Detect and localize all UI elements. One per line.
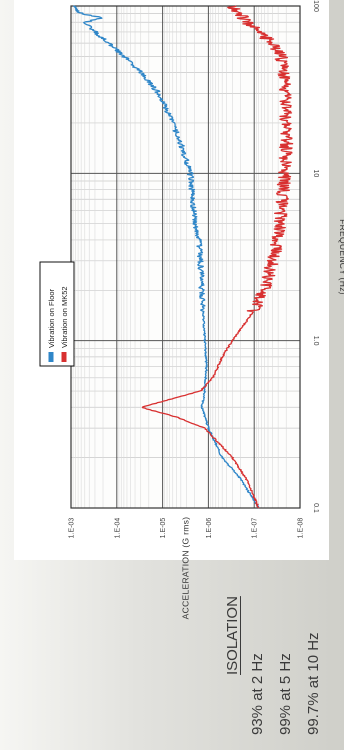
x-axis-label: FREQUENCY (Hz)	[338, 219, 344, 295]
isolation-title: ISOLATION	[224, 596, 241, 675]
legend: Vibration on Floor Vibration on MK52	[39, 261, 75, 367]
legend-box	[39, 261, 75, 367]
y-tick-label: 1.E-07	[252, 518, 259, 539]
isolation-line-2hz: 93% at 2 Hz	[249, 653, 266, 735]
y-tick-label: 1.E-06	[206, 518, 213, 539]
series-line-floor	[73, 5, 260, 509]
y-tick-label: 1.E-08	[298, 518, 305, 539]
y-tick-label: 1.E-05	[160, 518, 167, 539]
isolation-line-5hz: 99% at 5 Hz	[277, 653, 294, 735]
x-tick-label: 10	[312, 169, 319, 177]
plot-area	[71, 6, 300, 508]
legend-swatch	[61, 352, 67, 362]
x-tick-label: 0.1	[312, 503, 319, 513]
isolation-block: ISOLATION 93% at 2 Hz 99% at 5 Hz 99.7% …	[222, 585, 328, 735]
isolation-line-10hz: 99.7% at 10 Hz	[305, 632, 322, 735]
plot-frame	[70, 5, 301, 509]
y-tick-label: 1.E-04	[114, 518, 121, 539]
legend-label: Vibration on Floor	[47, 288, 56, 348]
x-tick-label: 100	[312, 0, 319, 12]
legend-label: Vibration on MK52	[60, 286, 69, 348]
legend-swatch	[48, 352, 54, 362]
y-axis-label: ACCELERATION (G rms)	[181, 517, 191, 620]
x-tick-label: 1.0	[312, 336, 319, 346]
series-line-mk52	[141, 5, 294, 509]
y-tick-label: 1.E-03	[69, 518, 76, 539]
